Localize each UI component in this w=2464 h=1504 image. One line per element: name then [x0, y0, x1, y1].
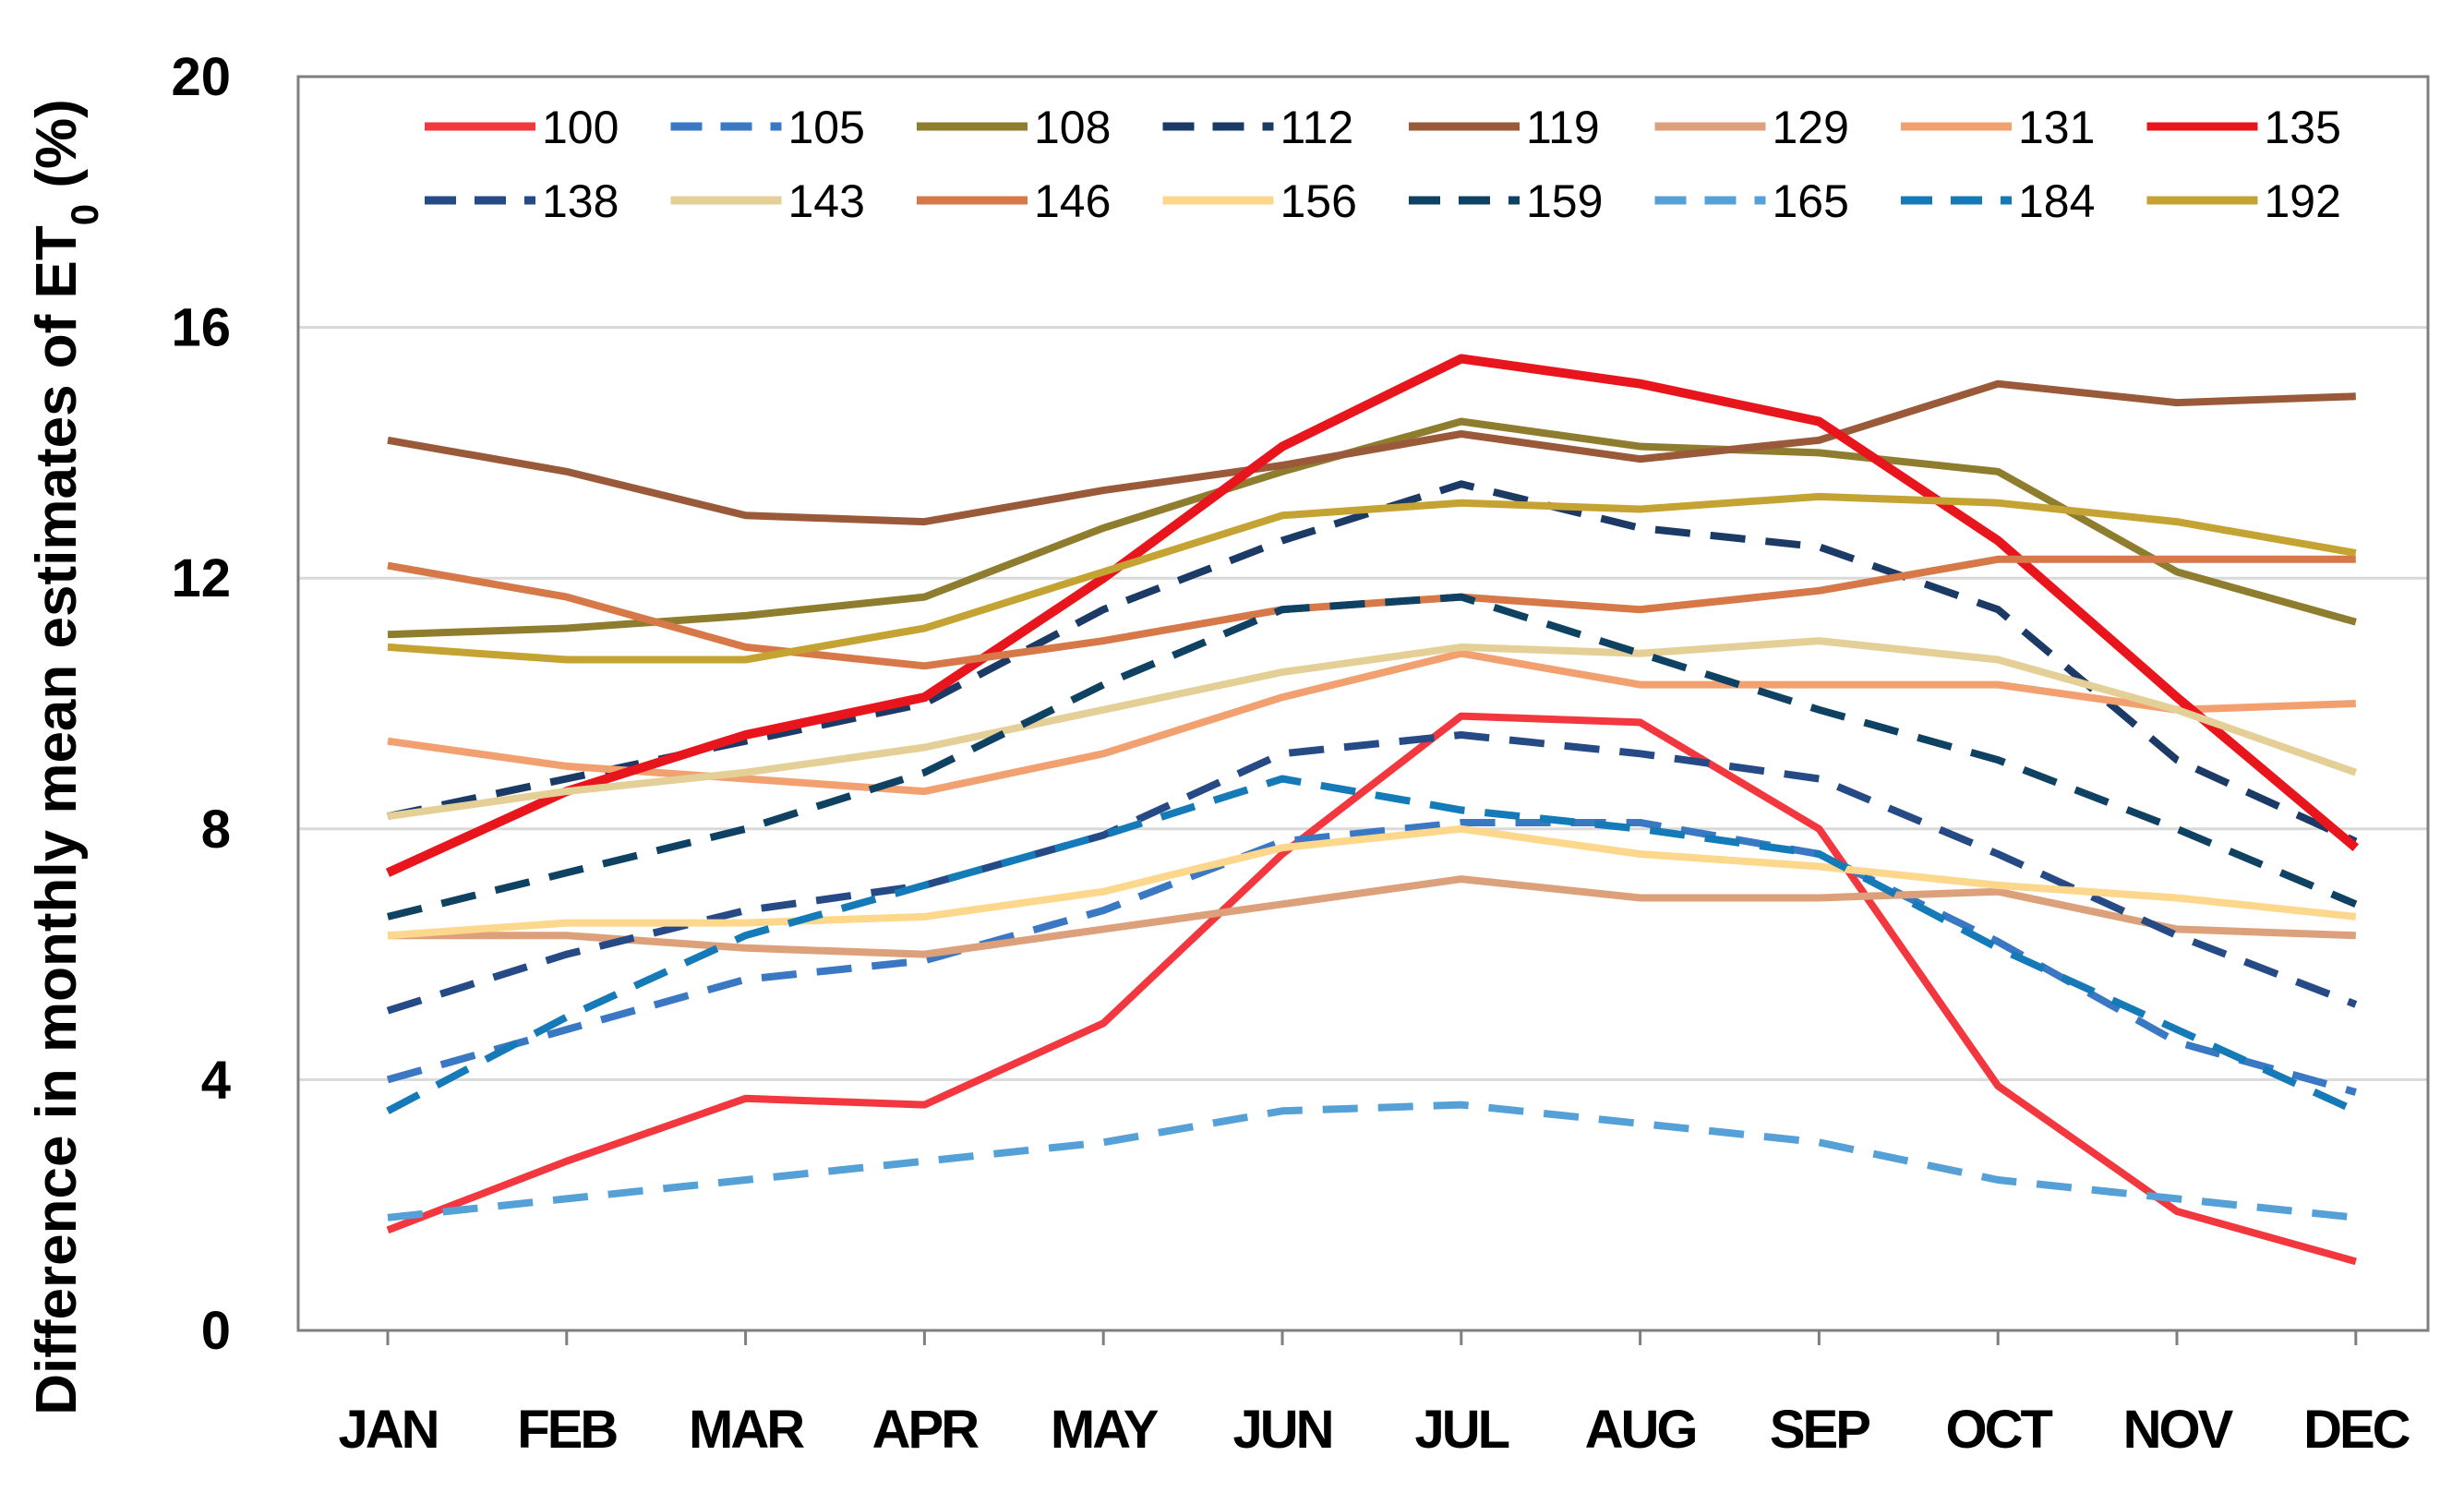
y-axis-label: Difference in monthly mean estimates of … — [25, 99, 106, 1415]
x-tick-label-jan: JAN — [338, 1400, 437, 1460]
y-axis-label-subscript: 0 — [63, 204, 106, 225]
plot-area-border — [296, 75, 2430, 1332]
legend-label-119: 119 — [1526, 102, 1600, 153]
x-tick-label-may: MAY — [1051, 1400, 1159, 1460]
series-line-138 — [386, 731, 2358, 1015]
legend-label-159: 159 — [1526, 175, 1603, 227]
series-line-156 — [387, 824, 2357, 940]
series-line-105 — [386, 819, 2357, 1096]
legend-label-143: 143 — [788, 175, 865, 227]
series-lines — [385, 354, 2360, 1266]
legend-label-100: 100 — [542, 102, 619, 153]
gridlines — [298, 326, 2428, 1081]
axes: 0 4 8 12 16 20 JAN FEB MAR APR MAY JUN JUL AUG SEP OCT N… — [171, 47, 2430, 1460]
y-tick-label-20: 20 — [171, 47, 231, 107]
legend-label-165: 165 — [1773, 175, 1849, 227]
legend-label-138: 138 — [542, 175, 619, 227]
legend-label-129: 129 — [1773, 102, 1849, 153]
x-tick-label-feb: FEB — [517, 1400, 617, 1460]
legend-label-192: 192 — [2265, 175, 2341, 227]
legend-label-184: 184 — [2018, 175, 2095, 227]
legend-label-108: 108 — [1034, 102, 1111, 153]
legend-label-146: 146 — [1034, 175, 1111, 227]
x-tick-label-jun: JUN — [1232, 1400, 1331, 1460]
series-line-146 — [387, 555, 2356, 670]
y-axis-label-main: Difference in monthly mean estimates of … — [25, 225, 89, 1415]
legend-label-156: 156 — [1280, 175, 1357, 227]
x-tick-label-jul: JUL — [1415, 1400, 1509, 1460]
series-line-119 — [387, 379, 2356, 526]
x-tick-label-dec: DEC — [2303, 1400, 2410, 1460]
series-line-192 — [387, 492, 2357, 664]
y-tick-label-4: 4 — [201, 1050, 231, 1110]
legend-label-135: 135 — [2265, 102, 2341, 153]
x-tick-label-apr: APR — [872, 1400, 980, 1460]
x-tick-label-sep: SEP — [1770, 1400, 1869, 1460]
x-tick-label-aug: AUG — [1585, 1400, 1696, 1460]
series-line-143 — [387, 637, 2358, 821]
legend-label-131: 131 — [2018, 102, 2095, 153]
y-tick-label-8: 8 — [201, 800, 231, 860]
y-axis-label-suffix: (%) — [25, 99, 89, 204]
x-tick-label-oct: OCT — [1945, 1400, 2052, 1460]
series-line-100 — [386, 712, 2357, 1266]
y-tick-label-0: 0 — [201, 1301, 231, 1361]
series-line-184 — [386, 775, 2358, 1114]
series-line-159 — [387, 593, 2358, 920]
legend-label-112: 112 — [1280, 102, 1354, 153]
y-tick-label-12: 12 — [171, 548, 231, 608]
x-tick-label-mar: MAR — [689, 1400, 804, 1460]
legend-label-105: 105 — [788, 102, 865, 153]
series-line-135 — [385, 354, 2360, 877]
legend: 100 105 108 112 119 129 131 135 138 143 146 156 159 1… — [425, 102, 2341, 227]
y-tick-label-16: 16 — [171, 298, 231, 358]
x-tick-label-nov: NOV — [2123, 1400, 2234, 1460]
